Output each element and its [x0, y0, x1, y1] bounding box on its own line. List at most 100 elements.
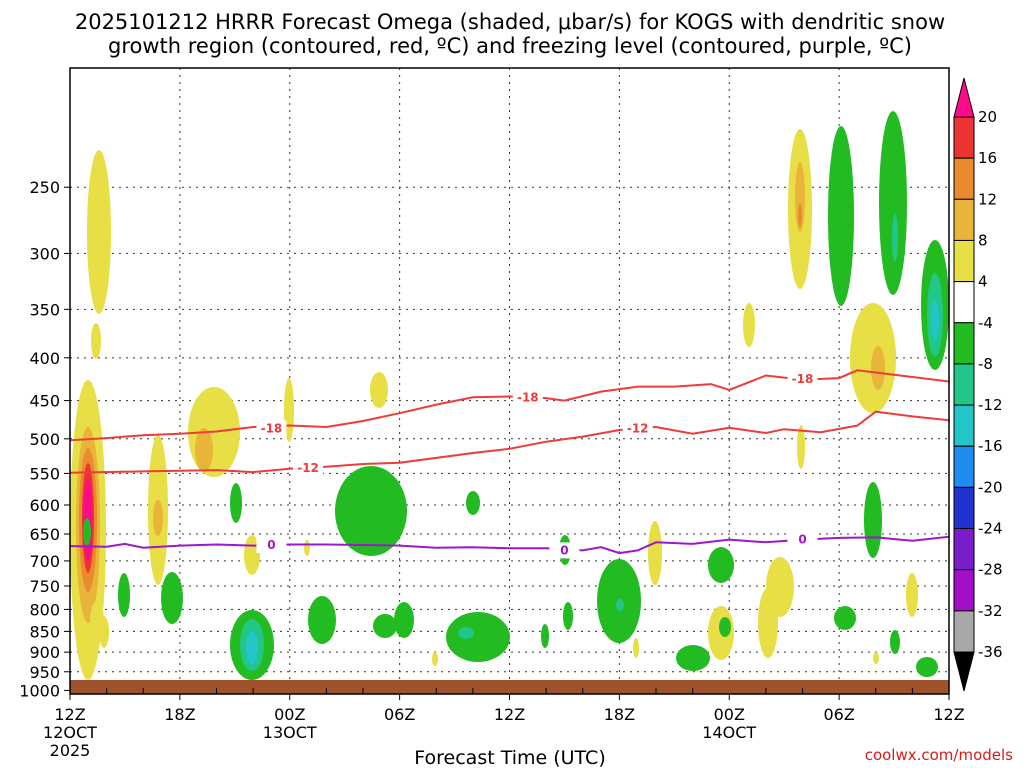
y-tick-label: 450 — [29, 392, 60, 411]
omega-shade-g4 — [916, 657, 938, 677]
colorbar-bin — [953, 404, 975, 447]
colorbar-label: 8 — [978, 231, 988, 249]
y-tick-label: 250 — [29, 178, 60, 197]
omega-shade-y4 — [797, 425, 805, 469]
omega-shade-o12 — [798, 203, 802, 227]
omega-shade-y4 — [91, 323, 101, 359]
omega-shade-g4 — [879, 111, 907, 295]
colorbar-bin — [953, 486, 975, 530]
omega-shade-g4 — [373, 614, 397, 638]
omega-shade-g4 — [890, 630, 900, 654]
y-tick-label: 350 — [29, 300, 60, 319]
contour-label: -18 — [261, 422, 283, 436]
x-tick-label: 12Z — [933, 705, 964, 724]
colorbar-bottom-arrow — [953, 651, 975, 692]
y-tick-label: 850 — [29, 622, 60, 641]
omega-shade-y4 — [873, 652, 879, 664]
colorbar-bin — [953, 445, 975, 488]
x-tick-label: 06Z — [823, 705, 854, 724]
colorbar-label: -16 — [978, 437, 1003, 455]
contour-label: -12 — [297, 461, 319, 475]
colorbar-bin — [953, 198, 975, 241]
x-axis-label: Forecast Time (UTC) — [414, 747, 605, 768]
colorbar-label: -36 — [978, 643, 1003, 661]
omega-shade-g8 — [616, 599, 624, 611]
contour--12 — [70, 410, 949, 474]
x-tick-date-label: 13OCT — [263, 723, 317, 742]
y-tick-label: 600 — [29, 496, 60, 515]
y-tick-label: 500 — [29, 430, 60, 449]
omega-shade-g4 — [161, 572, 183, 624]
y-tick-label: 900 — [29, 643, 60, 662]
x-tick-date-label: 14OCT — [702, 723, 756, 742]
omega-shade-g4 — [394, 602, 414, 638]
colorbar-bin — [953, 610, 975, 653]
omega-shade-y4 — [633, 638, 639, 658]
colorbar-label: -12 — [978, 396, 1003, 414]
ground-terrain — [70, 680, 949, 694]
contour-label-bg — [256, 420, 287, 437]
omega-shade-g4 — [335, 466, 407, 556]
colorbar-label: -8 — [978, 355, 993, 373]
omega-shade-y4 — [906, 573, 918, 617]
colorbar-bin — [953, 281, 975, 324]
omega-shade-y8 — [195, 428, 213, 472]
omega-shade-y4 — [87, 150, 111, 314]
omega-shade-y8 — [871, 346, 885, 390]
colorbar-label: 12 — [978, 190, 997, 208]
x-tick-date-label: 12OCT — [43, 723, 97, 742]
colorbar-top-arrow — [953, 77, 975, 118]
contour-lines: -18 -18 -18 -12 -12 0 0 0 — [70, 369, 949, 559]
y-tick-label: 750 — [29, 577, 60, 596]
contour-label: 0 — [267, 538, 275, 552]
colorbar-label: 4 — [978, 273, 988, 291]
omega-shade-y4 — [99, 616, 109, 648]
colorbar-bin — [953, 528, 975, 571]
y-tick-label: 400 — [29, 349, 60, 368]
omega-shade-g4 — [230, 483, 242, 523]
colorbar-label: -20 — [978, 478, 1003, 496]
colorbar-bin — [953, 116, 975, 159]
y-tick-label: 700 — [29, 552, 60, 571]
colorbar-label: -32 — [978, 602, 1003, 620]
colorbar-bin — [953, 363, 975, 406]
omega-shade-y8 — [153, 500, 163, 536]
x-tick-label: 00Z — [714, 705, 745, 724]
omega-shade-g8 — [892, 214, 898, 262]
colorbar-label: 16 — [978, 149, 997, 167]
chart-title-line-1: 2025101212 HRRR Forecast Omega (shaded, … — [75, 10, 945, 34]
x-tick-label: 12Z — [54, 705, 85, 724]
omega-shade-g4 — [308, 596, 336, 644]
contour-label-bg — [622, 420, 653, 437]
omega-shade-y4 — [743, 303, 755, 347]
colorbar: 20 16 12 8 4 -4 -8 -12 -16 -20 -24 -28 -32 -36 — [953, 77, 1003, 692]
omega-shade-g4 — [834, 606, 856, 630]
omega-shade-g4 — [466, 491, 480, 515]
omega-shade-c12 — [931, 300, 939, 340]
omega-shade-g4 — [828, 126, 854, 306]
colorbar-label: -4 — [978, 314, 993, 332]
colorbar-label: 20 — [978, 108, 997, 126]
y-tick-label: 800 — [29, 600, 60, 619]
colorbar-bin — [953, 322, 975, 365]
contour-label-bg — [512, 389, 543, 406]
contour-label: -18 — [792, 372, 814, 386]
omega-shade-g4 — [83, 518, 91, 546]
contour-label-bg — [256, 537, 287, 554]
contour-label: 0 — [560, 543, 568, 557]
contour-label-bg — [293, 460, 324, 477]
contour-label: -12 — [627, 422, 649, 436]
omega-shade-g4 — [864, 482, 882, 558]
x-tick-label: 18Z — [164, 705, 195, 724]
omega-shade-c12 — [246, 631, 258, 665]
contour-label-bg — [787, 531, 818, 548]
omega-shade-y4 — [432, 652, 438, 666]
y-tick-label: 550 — [29, 464, 60, 483]
omega-shade-y4 — [370, 372, 388, 408]
omega-shade-y4 — [304, 540, 310, 556]
contour-label-bg — [787, 370, 818, 387]
colorbar-bin — [953, 157, 975, 200]
y-tick-label: 1000 — [19, 681, 60, 700]
